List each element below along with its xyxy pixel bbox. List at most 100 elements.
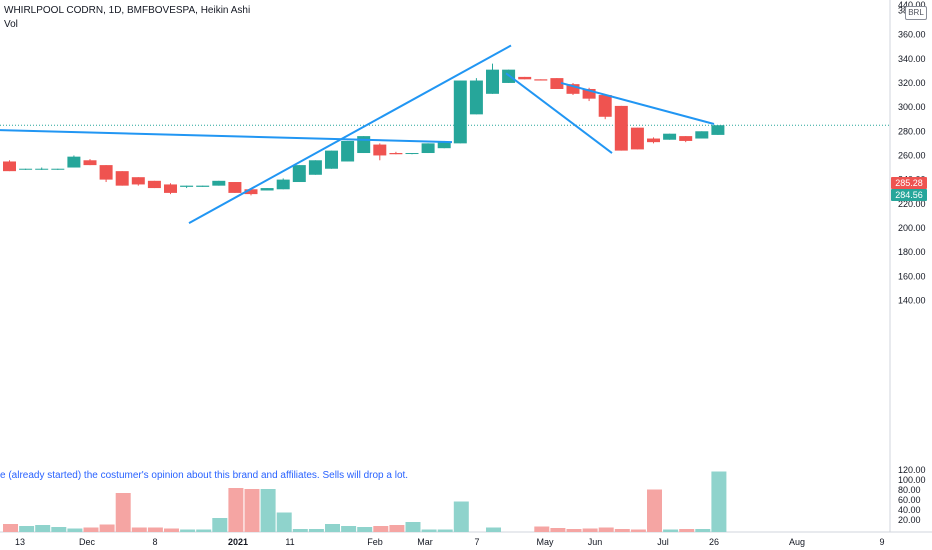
time-tick-label: 9 [879,537,884,547]
candle-body [695,131,709,139]
candle-body [598,95,612,117]
volume-bar [325,524,340,532]
candle-body [51,168,65,170]
price-tick-label: 60.00 [898,495,921,505]
currency-badge[interactable]: BRL [905,6,927,20]
volume-bar [389,525,405,532]
candle-body [550,78,564,89]
volume-bar [598,527,614,532]
time-tick-label: 13 [15,537,25,547]
volume-bar [373,526,389,532]
time-tick-label: 2021 [228,537,248,547]
price-tick-label: 160.00 [898,271,926,281]
candle-body [244,189,258,195]
candle-body [325,150,338,169]
time-tick-label: Feb [367,537,383,547]
volume-bar [453,501,469,532]
price-tick-label: 360.00 [898,30,926,40]
candle-body [212,180,226,186]
volume-bar [228,488,244,532]
time-tick-label: 7 [474,537,479,547]
candle-body [308,160,322,175]
price-tick-label: 40.00 [898,505,921,515]
candle-body [357,136,371,154]
volume-bar [51,527,67,532]
volume-bar [614,529,630,532]
candle-body [115,171,129,186]
candle-body [260,188,274,191]
price-tick-label: 140.00 [898,295,926,305]
candle-body [19,168,33,170]
trendline [0,129,453,144]
candle-body [292,165,306,183]
price-tick-label: 180.00 [898,247,926,257]
volume-bar [292,529,308,532]
candle-body [647,138,660,143]
volume-bar [260,489,276,532]
symbol-title[interactable]: WHIRLPOOL CODRN, 1D, BMFBOVESPA, Heikin … [4,5,251,16]
candle-body [228,182,242,193]
candle-body [389,153,403,155]
candle-body [614,105,628,151]
candle-body [83,160,97,166]
price-tick-label: 200.00 [898,223,926,233]
time-tick-label: 26 [709,537,719,547]
time-tick-label: Aug [789,537,805,547]
time-tick-label: Dec [79,537,96,547]
legend: WHIRLPOOL CODRN, 1D, BMFBOVESPA, Heikin … [4,4,250,32]
volume-bar [582,528,598,532]
candle-body [131,177,145,185]
volume-bar [164,528,179,532]
candle-body [486,69,499,94]
candle-body [164,184,177,193]
volume-bar [566,529,582,532]
trendline [505,72,613,154]
price-tag [891,189,927,201]
candle-body [711,125,725,135]
candle-body [663,133,677,140]
price-tick-label: 340.00 [898,54,926,64]
text-annotation[interactable]: e (already started) the costumer's opini… [0,470,409,481]
volume-bar [83,527,99,532]
price-tag-label: 284.56 [895,190,923,200]
candle-body [276,179,290,190]
volume-bar [99,524,115,532]
candle-body [534,79,548,81]
volume-bar [534,526,550,532]
price-tick-label: 320.00 [898,78,926,88]
time-tick-label: Jun [588,537,603,547]
candle-body [582,88,596,99]
candle-body [35,168,49,170]
volume-label[interactable]: Vol [4,19,18,30]
candle-body [3,161,16,172]
candle-body [147,180,161,189]
volume-bar [405,522,421,532]
price-tick-label: 280.00 [898,126,926,136]
volume-bar [19,526,35,532]
volume-bar [437,529,453,532]
price-tick-label: 300.00 [898,102,926,112]
candle-body [180,185,194,187]
time-tick-label: 11 [285,537,294,547]
volume-bar [3,524,18,532]
price-tag [891,177,927,189]
time-tick-label: May [536,537,554,547]
price-tick-label: 120.00 [898,465,926,475]
price-tick-label: 440.00 [898,0,926,10]
volume-bar [341,526,357,532]
time-tick-label: Mar [417,537,433,547]
volume-bar [357,527,373,532]
volume-bar [550,528,566,532]
candle-body [437,142,451,149]
price-tick-label: 20.00 [898,515,921,525]
candle-body [566,84,580,94]
volume-bar [35,525,51,532]
volume-bar [180,529,196,532]
candle-body [67,156,81,168]
volume-bar [421,529,437,532]
volume-bar [630,529,646,532]
volume-bar [679,529,695,532]
volume-bar [67,528,83,532]
